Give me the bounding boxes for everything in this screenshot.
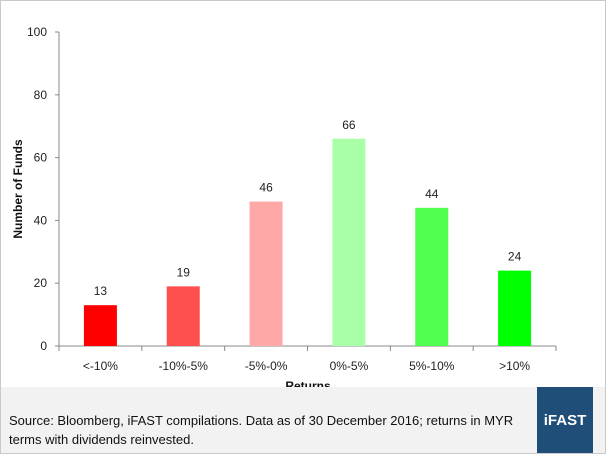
bars-group: 13 19 46 66 44 24 <box>83 118 532 346</box>
data-label: 24 <box>508 250 522 264</box>
x-axis: <-10% -10%-5% -5%-0% 0%-5% 5%-10% >10% <box>58 345 557 373</box>
x-tick-label: -10%-5% <box>159 359 209 373</box>
y-axis: 0 20 40 60 80 100 <box>27 25 60 353</box>
bar-chart: 0 20 40 60 80 100 <-10% -10%-5% -5%-0% 0%-5% 5%-1… <box>11 25 557 387</box>
x-tick-label: 0%-5% <box>330 359 369 373</box>
data-label: 13 <box>94 284 108 298</box>
x-tick-label: >10% <box>499 359 530 373</box>
y-tick-label: 100 <box>27 25 47 39</box>
y-tick-label: 40 <box>34 213 48 227</box>
x-tick-label: <-10% <box>83 359 118 373</box>
bar <box>249 201 283 346</box>
source-footer: Source: Bloomberg, iFAST compilations. D… <box>1 387 605 453</box>
y-axis-title: Number of Funds <box>11 139 25 239</box>
y-tick-label: 80 <box>34 88 48 102</box>
bar <box>498 270 532 346</box>
y-tick-label: 60 <box>34 151 48 165</box>
ifast-logo: iFAST <box>537 387 593 453</box>
x-axis-title: Returns <box>285 379 331 387</box>
x-tick-label: -5%-0% <box>245 359 288 373</box>
data-label: 46 <box>259 181 273 195</box>
data-label: 66 <box>342 118 356 132</box>
bar <box>166 286 200 346</box>
x-tick-label: 5%-10% <box>409 359 455 373</box>
bar <box>83 305 117 346</box>
bar <box>415 207 449 346</box>
data-label: 44 <box>425 187 439 201</box>
y-tick-label: 0 <box>40 339 47 353</box>
data-label: 19 <box>177 265 191 279</box>
y-tick-label: 20 <box>34 276 48 290</box>
bar <box>332 138 366 346</box>
source-note: Source: Bloomberg, iFAST compilations. D… <box>9 413 514 447</box>
